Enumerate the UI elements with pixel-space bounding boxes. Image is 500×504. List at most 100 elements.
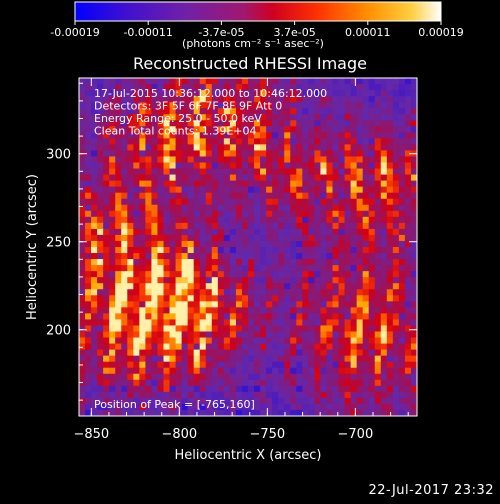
image-pixel: [314, 373, 321, 381]
image-pixel: [79, 325, 86, 332]
image-pixel: [404, 162, 412, 169]
image-pixel: [302, 210, 309, 218]
image-pixel: [217, 349, 225, 357]
image-pixel: [139, 162, 146, 169]
image-pixel: [296, 168, 303, 175]
image-pixel: [235, 240, 243, 248]
image-pixel: [103, 379, 110, 387]
image-pixel: [374, 228, 382, 236]
image-pixel: [410, 174, 417, 182]
image-pixel: [193, 349, 201, 357]
image-pixel: [217, 259, 225, 266]
image-pixel: [223, 210, 231, 218]
image-pixel: [338, 367, 345, 375]
image-pixel: [398, 198, 406, 206]
image-pixel: [380, 367, 388, 375]
image-pixel: [139, 96, 146, 103]
image-pixel: [410, 409, 417, 416]
image-pixel: [157, 277, 164, 284]
image-pixel: [248, 271, 255, 278]
image-pixel: [97, 355, 104, 363]
image-pixel: [386, 253, 394, 260]
image-pixel: [272, 222, 279, 230]
image-pixel: [223, 343, 231, 351]
image-pixel: [85, 180, 92, 188]
image-pixel: [193, 337, 201, 344]
image-pixel: [241, 343, 249, 351]
image-pixel: [103, 337, 110, 344]
image-pixel: [380, 84, 388, 91]
image-pixel: [368, 78, 376, 85]
image-pixel: [344, 271, 352, 278]
image-pixel: [320, 331, 327, 338]
image-pixel: [368, 337, 376, 344]
image-pixel: [235, 120, 243, 127]
image-pixel: [362, 186, 370, 194]
image-pixel: [302, 96, 309, 103]
image-pixel: [356, 331, 364, 338]
image-pixel: [85, 301, 92, 308]
image-pixel: [217, 162, 225, 169]
image-pixel: [169, 114, 176, 121]
image-pixel: [332, 168, 339, 175]
image-pixel: [254, 174, 261, 182]
image-pixel: [266, 132, 273, 139]
image-pixel: [193, 373, 201, 381]
image-pixel: [404, 90, 412, 97]
image-pixel: [374, 379, 382, 387]
image-pixel: [314, 132, 321, 139]
image-pixel: [296, 108, 303, 115]
image-pixel: [272, 198, 279, 206]
image-pixel: [127, 132, 134, 139]
image-pixel: [296, 367, 303, 375]
image-pixel: [109, 222, 116, 230]
image-pixel: [374, 313, 382, 320]
image-pixel: [284, 301, 291, 308]
image-pixel: [181, 84, 189, 91]
image-pixel: [362, 349, 370, 357]
image-pixel: [169, 180, 176, 188]
image-pixel: [187, 102, 195, 109]
image-pixel: [368, 228, 376, 236]
image-pixel: [386, 210, 394, 218]
image-pixel: [308, 90, 315, 97]
image-pixel: [260, 192, 267, 200]
image-pixel: [266, 295, 273, 302]
image-pixel: [272, 216, 279, 224]
image-pixel: [344, 367, 352, 375]
image-pixel: [356, 361, 364, 369]
image-pixel: [404, 210, 412, 218]
image-pixel: [254, 391, 261, 399]
image-pixel: [103, 331, 110, 338]
image-pixel: [211, 391, 219, 399]
image-pixel: [79, 222, 86, 230]
image-pixel: [103, 409, 110, 416]
image-pixel: [157, 313, 164, 320]
image-pixel: [344, 78, 352, 85]
image-pixel: [217, 228, 225, 236]
annotation-line: Detectors: 3F 5F 6F 7F 8F 9F Att 0: [94, 100, 282, 113]
image-pixel: [163, 397, 170, 405]
image-pixel: [139, 319, 146, 326]
image-pixel: [187, 391, 195, 399]
image-pixel: [326, 295, 333, 302]
image-pixel: [205, 240, 213, 248]
image-pixel: [404, 379, 412, 387]
image-pixel: [85, 355, 92, 363]
image-pixel: [229, 174, 237, 182]
image-pixel: [260, 150, 267, 157]
image-pixel: [392, 349, 400, 357]
image-pixel: [157, 144, 164, 151]
image-pixel: [278, 180, 285, 188]
image-pixel: [248, 228, 255, 236]
image-pixel: [398, 343, 406, 351]
image-pixel: [386, 403, 394, 411]
image-pixel: [260, 277, 267, 284]
image-pixel: [356, 259, 364, 266]
image-pixel: [374, 240, 382, 248]
image-pixel: [368, 150, 376, 157]
image-pixel: [235, 228, 243, 236]
image-pixel: [115, 138, 122, 145]
image-pixel: [139, 307, 146, 314]
image-pixel: [398, 319, 406, 326]
